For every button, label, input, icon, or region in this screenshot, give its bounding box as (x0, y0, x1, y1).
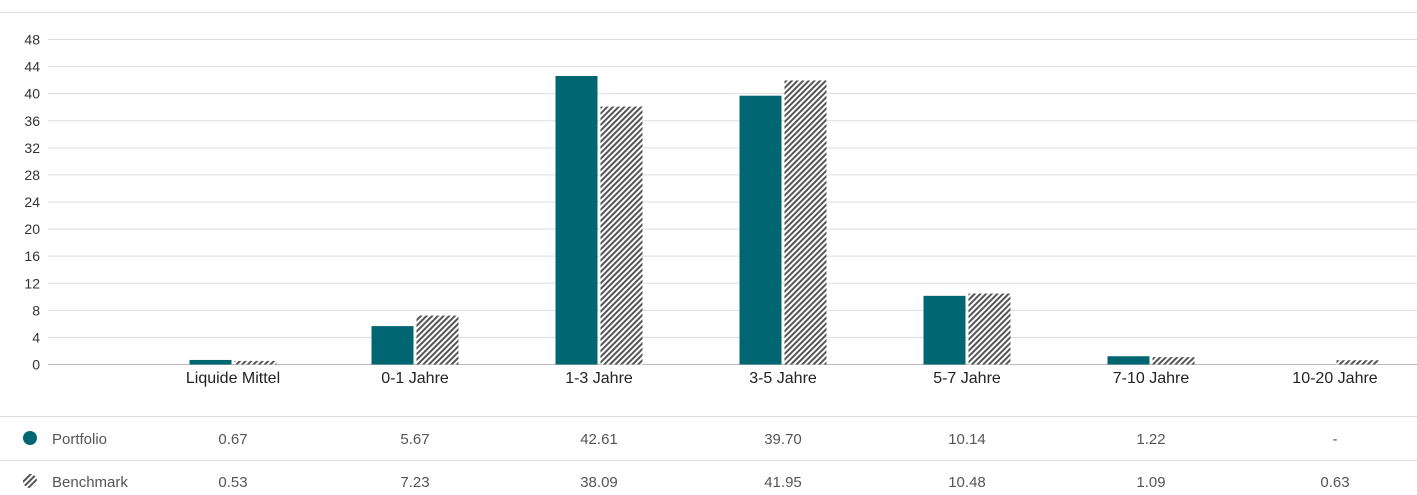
data-label-benchmark: 0.63 (1320, 474, 1349, 491)
data-label-benchmark: 10.48 (948, 474, 986, 491)
bar-portfolio (555, 75, 598, 365)
data-label-portfolio: 1.22 (1136, 431, 1165, 448)
bar-portfolio (739, 95, 782, 365)
x-tick-label: Liquide Mittel (186, 370, 280, 387)
x-axis: Liquide Mittel 0-1 Jahre 1-3 Jahre 3-5 Jahr… (186, 370, 1378, 387)
y-tick-label: 12 (24, 275, 40, 291)
y-tick-label: 20 (24, 221, 40, 237)
y-tick-label: 32 (24, 140, 40, 156)
bar-benchmark (1152, 357, 1195, 365)
bars (189, 75, 1379, 365)
y-tick-label: 24 (24, 194, 40, 210)
x-tick-label: 10-20 Jahre (1292, 370, 1377, 387)
data-label-benchmark: 38.09 (580, 474, 618, 491)
grid-lines (0, 12, 1417, 365)
x-tick-label: 3-5 Jahre (749, 370, 817, 387)
bar-benchmark (416, 315, 459, 365)
data-label-benchmark: 1.09 (1136, 474, 1165, 491)
data-label-portfolio: 10.14 (948, 431, 986, 448)
y-tick-label: 44 (24, 59, 40, 75)
bar-portfolio (371, 326, 414, 365)
y-tick-label: 0 (32, 357, 40, 373)
x-tick-label: 7-10 Jahre (1113, 370, 1190, 387)
y-tick-label: 4 (32, 329, 40, 345)
y-tick-label: 8 (32, 302, 40, 318)
legend-benchmark-label: Benchmark (52, 474, 128, 491)
y-tick-label: 40 (24, 86, 40, 102)
bar-benchmark (968, 293, 1011, 365)
data-label-benchmark: 0.53 (218, 474, 247, 491)
y-tick-label: 36 (24, 113, 40, 129)
legend-portfolio-marker (23, 431, 37, 445)
data-label-portfolio: - (1333, 431, 1338, 448)
legend-benchmark-marker (23, 474, 37, 488)
y-tick-label: 48 (24, 32, 40, 48)
bar-benchmark (234, 360, 277, 365)
data-label-portfolio: 39.70 (764, 431, 802, 448)
data-label-benchmark: 41.95 (764, 474, 802, 491)
bar-portfolio (189, 359, 232, 365)
data-label-portfolio: 42.61 (580, 431, 618, 448)
bar-benchmark (784, 80, 827, 365)
legend-portfolio-label: Portfolio (52, 431, 107, 448)
x-tick-label: 5-7 Jahre (933, 370, 1001, 387)
bar-benchmark (600, 106, 643, 365)
y-tick-label: 28 (24, 167, 40, 183)
bar-portfolio (923, 295, 966, 365)
x-tick-label: 0-1 Jahre (381, 370, 449, 387)
y-tick-label: 16 (24, 248, 40, 264)
bar-portfolio (1107, 356, 1150, 365)
bar-benchmark (1336, 360, 1379, 365)
data-label-portfolio: 5.67 (400, 431, 429, 448)
data-label-benchmark: 7.23 (400, 474, 429, 491)
data-table: Portfolio Benchmark 0.67 5.67 42.61 39.70 10.1… (0, 416, 1417, 491)
data-label-portfolio: 0.67 (218, 431, 247, 448)
x-tick-label: 1-3 Jahre (565, 370, 633, 387)
